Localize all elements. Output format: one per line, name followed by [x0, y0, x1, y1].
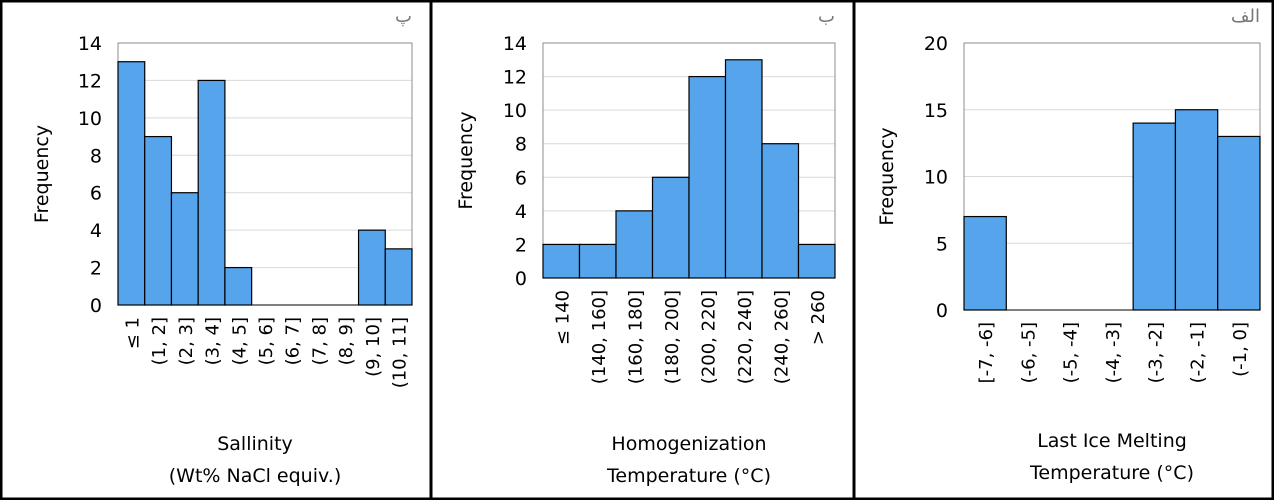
x-axis-title-1-line-1: Sallinity	[217, 433, 293, 455]
x-category-label-1-6: (6, 7]	[283, 317, 304, 365]
y-tick-label-3-0: 0	[936, 300, 948, 322]
x-category-label-2-3: (180, 200]	[662, 290, 683, 384]
x-category-label-1-8: (8, 9]	[336, 317, 357, 365]
x-category-label-2-7: > 260	[808, 290, 829, 345]
x-category-label-3-2: (-5, -4]	[1061, 322, 1082, 383]
bar-3-0	[963, 215, 1007, 311]
bar-1-2	[170, 192, 199, 306]
y-tick-label-1-4: 8	[90, 145, 102, 167]
bar-2-5	[724, 59, 763, 279]
x-category-label-2-5: (220, 240]	[735, 290, 756, 384]
y-axis-title-2: Frequency	[455, 111, 477, 209]
bar-2-0	[542, 243, 581, 279]
x-category-label-1-7: (7, 8]	[309, 317, 330, 365]
x-category-label-2-0: ≤ 140	[552, 290, 573, 345]
x-category-label-3-0: [-7, -6]	[976, 322, 997, 383]
y-tick-label-3-3: 15	[924, 100, 948, 122]
x-axis-title-2-line-2: Temperature (°C)	[606, 465, 771, 487]
x-category-label-2-1: (140, 160]	[589, 290, 610, 384]
x-category-label-3-1: (-6, -5]	[1018, 322, 1039, 383]
bar-1-4	[224, 266, 253, 306]
y-tick-label-2-6: 12	[503, 67, 527, 89]
y-tick-label-3-2: 10	[924, 167, 948, 189]
x-axis-title-1-line-2: (Wt% NaCl equiv.)	[169, 465, 341, 487]
x-category-label-3-5: (-2, -1]	[1188, 322, 1209, 383]
y-axis-title-3: Frequency	[876, 127, 898, 225]
y-tick-label-1-5: 10	[78, 108, 102, 130]
x-category-label-1-9: (9, 10]	[363, 317, 384, 377]
x-category-label-3-6: (-1, 0]	[1230, 322, 1251, 377]
x-category-label-1-0: ≤ 1	[122, 317, 143, 349]
y-tick-label-2-4: 8	[515, 134, 527, 156]
bar-2-4	[688, 75, 727, 279]
y-tick-label-2-5: 10	[503, 100, 527, 122]
x-category-label-1-1: (1, 2]	[149, 317, 170, 365]
bar-1-9	[357, 229, 386, 306]
x-category-label-1-2: (2, 3]	[176, 317, 197, 365]
panel-tag-2: ب	[818, 6, 835, 27]
bar-1-3	[197, 79, 226, 306]
x-category-label-3-3: (-4, -3]	[1103, 322, 1124, 383]
x-axis-title-3-line-2: Temperature (°C)	[1029, 462, 1194, 484]
bar-1-10	[384, 248, 413, 306]
x-category-label-1-10: (10, 11]	[390, 317, 411, 388]
bar-1-1	[144, 135, 173, 306]
y-tick-label-2-1: 2	[515, 234, 527, 256]
bar-2-3	[651, 176, 690, 279]
y-tick-label-2-0: 0	[515, 268, 527, 290]
bar-3-4	[1132, 122, 1177, 311]
x-axis-title-3-line-1: Last Ice Melting	[1037, 430, 1187, 452]
bar-2-1	[578, 243, 617, 279]
bar-3-6	[1217, 135, 1261, 311]
y-tick-label-3-4: 20	[924, 33, 948, 55]
chart-panel-1: 0 2 4 6 8 10 12 14 ≤ 1 (1, 2] (2, 3] (3, 4] (4, 5] (5…	[31, 6, 413, 487]
x-category-label-1-4: (4, 5]	[229, 317, 250, 365]
bar-3-5	[1174, 109, 1219, 311]
y-tick-label-1-3: 6	[90, 183, 102, 205]
y-tick-label-2-3: 6	[515, 167, 527, 189]
bar-2-7	[797, 243, 836, 279]
x-category-label-2-2: (160, 180]	[625, 290, 646, 384]
panel-tag-1: پ	[395, 6, 412, 27]
panel-tag-3: الف	[1231, 6, 1260, 27]
y-tick-label-2-2: 4	[515, 201, 527, 223]
y-tick-label-1-6: 12	[78, 70, 102, 92]
y-tick-label-1-0: 0	[90, 295, 102, 317]
bar-2-6	[761, 143, 800, 279]
x-axis-title-2-line-1: Homogenization	[611, 433, 766, 455]
chart-panel-3: 0 5 10 15 20 [-7, -6] (-6, -5] (-5, -4] (-4, -3]…	[876, 6, 1261, 484]
y-tick-label-2-7: 14	[503, 33, 527, 55]
chart-panel-2: 0 2 4 6 8 10 12 14 ≤ 140 (140, 160] (160, 180] (180…	[455, 6, 836, 487]
x-category-label-1-3: (3, 4]	[203, 317, 224, 365]
x-category-label-1-5: (5, 6]	[256, 317, 277, 365]
bar-2-2	[615, 210, 654, 279]
y-axis-title-1: Frequency	[31, 125, 53, 223]
y-tick-label-1-2: 4	[90, 220, 102, 242]
y-tick-label-3-1: 5	[936, 233, 948, 255]
y-tick-label-1-1: 2	[90, 258, 102, 280]
x-category-label-3-4: (-3, -2]	[1145, 322, 1166, 383]
bar-1-0	[117, 61, 146, 306]
x-category-label-2-6: (240, 260]	[771, 290, 792, 384]
x-category-label-2-4: (200, 220]	[698, 290, 719, 384]
y-tick-label-1-7: 14	[78, 33, 102, 55]
